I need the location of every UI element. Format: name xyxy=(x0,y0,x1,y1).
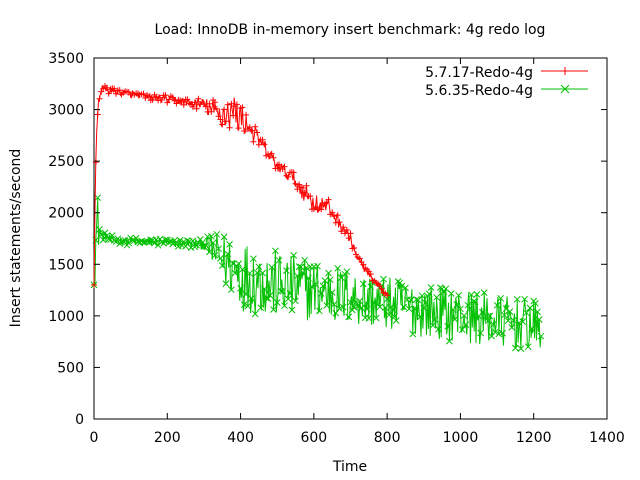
legend-marker-5-6-35 xyxy=(560,84,570,94)
legend-label-5-6-35: 5.6.35-Redo-4g xyxy=(425,83,533,99)
x-tick-label: 0 xyxy=(90,430,99,446)
y-tick-label: 500 xyxy=(57,360,84,376)
y-tick-label: 0 xyxy=(75,412,84,428)
y-tick-label: 1000 xyxy=(48,309,84,325)
chart-title: Load: InnoDB in-memory insert benchmark:… xyxy=(155,22,546,38)
series-layer xyxy=(90,83,545,352)
legend: 5.7.17-Redo-4g 5.6.35-Redo-4g xyxy=(425,65,588,99)
y-tick-label: 3500 xyxy=(48,51,84,67)
series-line xyxy=(93,197,542,349)
x-tick-label: 600 xyxy=(300,430,327,446)
series-markers xyxy=(91,83,391,299)
series-line xyxy=(93,84,388,296)
legend-label-5-7-17: 5.7.17-Redo-4g xyxy=(425,65,533,81)
series-5-7-17-redo-4g xyxy=(91,83,391,299)
legend-marker-5-7-17 xyxy=(561,67,569,75)
axes-layer: 0 200 400 600 800 1000 1200 1400 0 500 1000 1500 200… xyxy=(48,51,624,446)
y-axis-label: Insert statements/second xyxy=(8,149,24,328)
x-tick-label: 1200 xyxy=(516,430,552,446)
x-axis-label: Time xyxy=(332,459,367,475)
x-tick-label: 1000 xyxy=(443,430,479,446)
y-tick-label: 3000 xyxy=(48,103,84,119)
x-tick-label: 200 xyxy=(154,430,181,446)
x-tick-label: 400 xyxy=(227,430,254,446)
x-tick-label: 800 xyxy=(374,430,401,446)
y-tick-label: 2500 xyxy=(48,154,84,170)
y-tick-label: 2000 xyxy=(48,206,84,222)
y-tick-label: 1500 xyxy=(48,257,84,273)
x-tick-label: 1400 xyxy=(589,430,625,446)
series-5-6-35-redo-4g xyxy=(90,194,545,352)
